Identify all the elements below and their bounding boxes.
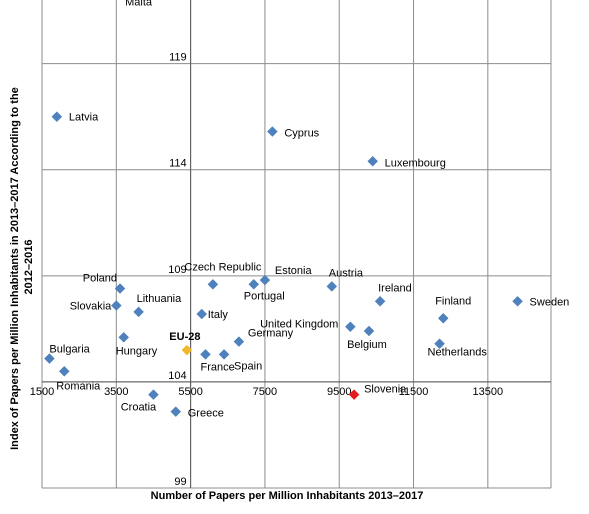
x-tick-label: 13500 bbox=[473, 386, 504, 398]
point-hungary bbox=[118, 332, 130, 343]
gridlines bbox=[41, 0, 552, 489]
point-label-spain: Spain bbox=[234, 360, 262, 372]
point-label-bulgaria: Bulgaria bbox=[49, 344, 90, 356]
point-label-croatia: Croatia bbox=[121, 402, 157, 414]
point-label-luxembourg: Luxembourg bbox=[385, 157, 446, 169]
y-tick-label: 99 bbox=[174, 476, 186, 488]
point-label-hungary: Hungary bbox=[116, 345, 158, 357]
point-estonia bbox=[259, 274, 271, 286]
point-label-eu-28: EU-28 bbox=[169, 331, 200, 343]
y-axis-title-line-1: Index of Papers per Million Inhabitants … bbox=[9, 87, 21, 450]
point-finland bbox=[437, 312, 449, 324]
point-label-greece: Greece bbox=[188, 408, 224, 420]
point-france bbox=[200, 348, 211, 360]
point-luxembourg bbox=[367, 155, 379, 167]
point-austria bbox=[326, 281, 338, 292]
y-tick-label: 119 bbox=[169, 52, 187, 64]
x-tick-label: 7500 bbox=[253, 386, 277, 398]
point-label-belgium: Belgium bbox=[347, 339, 387, 351]
point-spain bbox=[218, 348, 230, 360]
point-label-austria: Austria bbox=[329, 267, 364, 279]
point-portugal bbox=[248, 278, 260, 290]
point-label-sweden: Sweden bbox=[530, 296, 570, 308]
point-label-romania: Romania bbox=[56, 380, 101, 392]
point-label-france: France bbox=[200, 361, 234, 373]
point-label-ireland: Ireland bbox=[378, 282, 412, 294]
point-bulgaria bbox=[44, 353, 55, 364]
point-label-latvia: Latvia bbox=[69, 112, 99, 124]
x-tick-label: 5500 bbox=[178, 386, 202, 398]
y-axis-title: Index of Papers per Million Inhabitants … bbox=[9, 84, 35, 450]
point-label-slovenia: Slovenia bbox=[364, 384, 407, 396]
point-czech-republic bbox=[207, 278, 219, 290]
point-label-italy: Italy bbox=[208, 309, 229, 321]
point-label-cyprus: Cyprus bbox=[284, 128, 319, 140]
point-label-portugal: Portugal bbox=[244, 290, 285, 302]
x-tick-label: 3500 bbox=[104, 386, 128, 398]
point-sweden bbox=[512, 295, 523, 307]
point-greece bbox=[170, 406, 182, 417]
y-tick-label: 109 bbox=[168, 264, 186, 276]
point-romania bbox=[58, 365, 70, 377]
point-germany bbox=[233, 336, 245, 347]
x-axis-title: Number of Papers per Million Inhabitants… bbox=[151, 490, 424, 502]
point-label-united-kingdom: United Kingdom bbox=[260, 319, 338, 331]
point-label-netherlands: Netherlands bbox=[428, 347, 488, 359]
point-label-slovakia: Slovakia bbox=[70, 301, 112, 313]
point-cyprus bbox=[266, 126, 278, 137]
point-ireland bbox=[374, 295, 386, 307]
point-slovakia bbox=[110, 300, 122, 311]
point-netherlands bbox=[434, 338, 445, 350]
point-poland bbox=[114, 283, 126, 294]
point-latvia bbox=[51, 111, 63, 123]
y-tick-label: 114 bbox=[169, 158, 187, 170]
point-label-lithuania: Lithuania bbox=[137, 293, 183, 305]
x-tick-label: 9500 bbox=[327, 386, 351, 398]
x-tick-label: 1500 bbox=[30, 386, 54, 398]
point-eu-28 bbox=[181, 344, 193, 356]
point-label-germany: Germany bbox=[248, 328, 294, 340]
point-croatia bbox=[148, 389, 159, 400]
data-points bbox=[44, 111, 523, 417]
point-united-kingdom bbox=[345, 321, 356, 333]
point-label-estonia: Estonia bbox=[275, 265, 313, 277]
tick-labels: 99 104 109 114 119 1500 3500 5500 7500 9500 11500 1… bbox=[30, 52, 503, 488]
point-label-czech-republic: Czech Republic bbox=[184, 261, 262, 273]
point-slovenia bbox=[348, 389, 360, 400]
y-tick-label: 104 bbox=[168, 370, 186, 382]
point-belgium bbox=[363, 325, 375, 337]
point-label-malta: Malta bbox=[125, 0, 153, 8]
y-axis-title-line-2: 2012–2016 bbox=[23, 239, 35, 294]
point-italy bbox=[196, 308, 208, 320]
point-label-poland: Poland bbox=[83, 273, 117, 285]
point-lithuania bbox=[133, 306, 144, 318]
x-tick-label: 11500 bbox=[399, 386, 429, 398]
point-label-finland: Finland bbox=[435, 295, 471, 307]
point-labels: Malta Latvia Cyprus Luxembourg Czech Republi… bbox=[49, 0, 569, 420]
